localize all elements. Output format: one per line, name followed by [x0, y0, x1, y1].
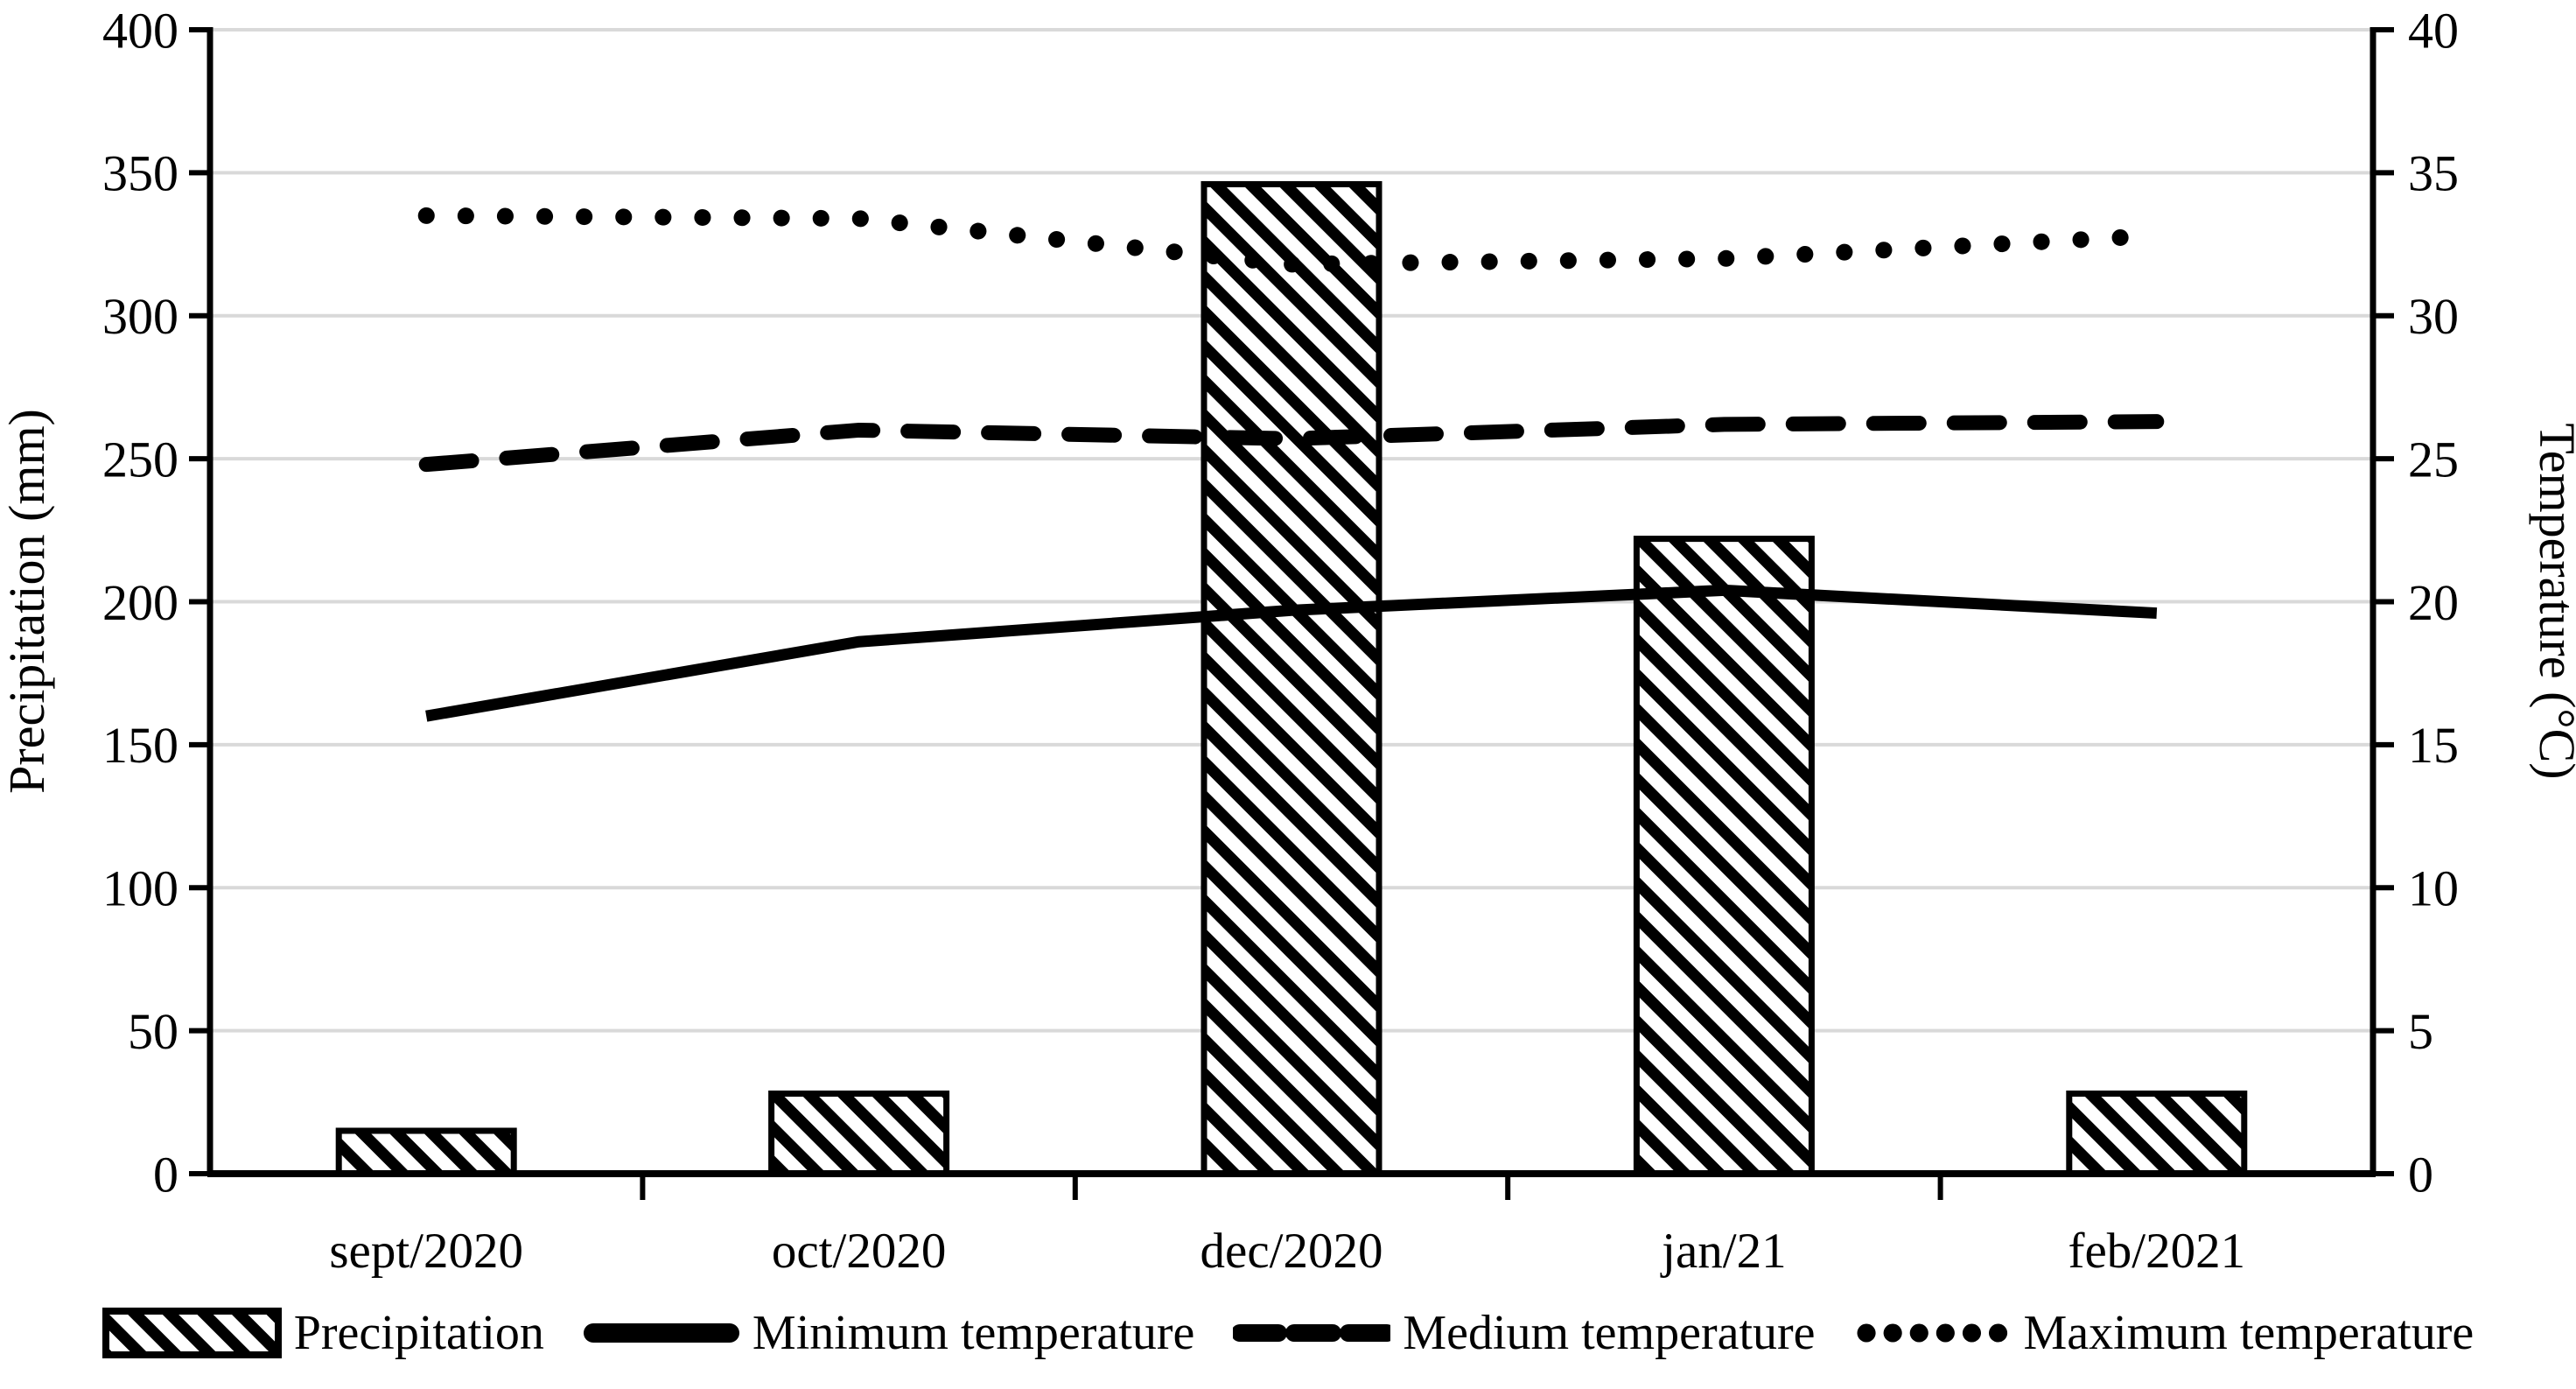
y-left-tick-label: 200	[102, 574, 178, 631]
line-medium-temperature	[418, 414, 2165, 473]
bar-sept/2020	[335, 1127, 517, 1177]
y-right-tick-label: 40	[2408, 2, 2459, 59]
legend-item-minimum-temperature: Minimum temperature	[583, 1305, 1194, 1361]
dotted-line-swatch-icon	[1857, 1323, 2012, 1343]
solid-line-swatch-icon	[583, 1323, 739, 1343]
lines-group	[417, 207, 2166, 722]
precipitation-hatched-swatch-icon	[102, 1308, 282, 1358]
y-left-tick-label: 350	[102, 145, 178, 202]
y-left-tick-label: 150	[102, 717, 178, 774]
legend-item-medium-temperature: Medium temperature	[1233, 1305, 1816, 1361]
y-left-tick-label: 100	[102, 860, 178, 917]
x-axis-label-dec/2020: dec/2020	[1200, 1224, 1383, 1279]
legend-item-maximum-temperature: Maximum temperature	[1854, 1305, 2474, 1361]
x-axis-label-oct/2020: oct/2020	[772, 1224, 946, 1279]
bar-jan/21	[1633, 536, 1815, 1177]
axis-labels-group: 0 50 100 150 200 250 300 350 400 0 5 10 15 20 25 30 35 40…	[102, 2, 2459, 1279]
y-left-tick-label: 0	[153, 1146, 178, 1203]
axes-group	[189, 27, 2394, 1200]
bar-feb/2021	[2066, 1091, 2248, 1177]
legend-label-precipitation: Precipitation	[293, 1306, 544, 1360]
y-right-axis-title: Temperature (°C)	[2529, 423, 2576, 779]
y-left-tick-label: 300	[102, 288, 178, 345]
y-right-tick-label: 5	[2408, 1003, 2433, 1060]
y-left-axis-title: Precipitation (mm)	[0, 409, 55, 794]
y-right-tick-label: 15	[2408, 717, 2459, 774]
y-right-tick-label: 35	[2408, 145, 2459, 202]
legend-item-precipitation: Precipitation	[102, 1305, 544, 1361]
legend-label-maximum-temperature: Maximum temperature	[2023, 1306, 2474, 1360]
y-left-tick-label: 400	[102, 2, 178, 59]
y-right-tick-label: 10	[2408, 860, 2459, 917]
x-axis-label-jan/21: jan/21	[1660, 1224, 1786, 1279]
bar-dec/2020	[1200, 180, 1382, 1177]
line-minimum-temperature	[425, 584, 2158, 722]
y-left-tick-label: 250	[102, 431, 178, 488]
dashed-line-swatch-icon	[1233, 1324, 1391, 1342]
legend-label-medium-temperature: Medium temperature	[1403, 1306, 1816, 1360]
bars-group	[335, 180, 2248, 1177]
bar-oct/2020	[768, 1091, 950, 1177]
y-right-tick-label: 0	[2408, 1146, 2433, 1203]
chart-legend: Precipitation Minimum temperature Medium…	[0, 1294, 2576, 1372]
y-right-tick-label: 20	[2408, 574, 2459, 631]
y-right-tick-label: 25	[2408, 431, 2459, 488]
y-right-tick-label: 30	[2408, 288, 2459, 345]
x-axis-label-sept/2020: sept/2020	[329, 1224, 523, 1279]
y-left-tick-label: 50	[128, 1003, 178, 1060]
line-maximum-temperature	[417, 207, 2166, 273]
legend-label-minimum-temperature: Minimum temperature	[752, 1306, 1195, 1360]
x-axis-label-feb/2021: feb/2021	[2068, 1224, 2245, 1279]
